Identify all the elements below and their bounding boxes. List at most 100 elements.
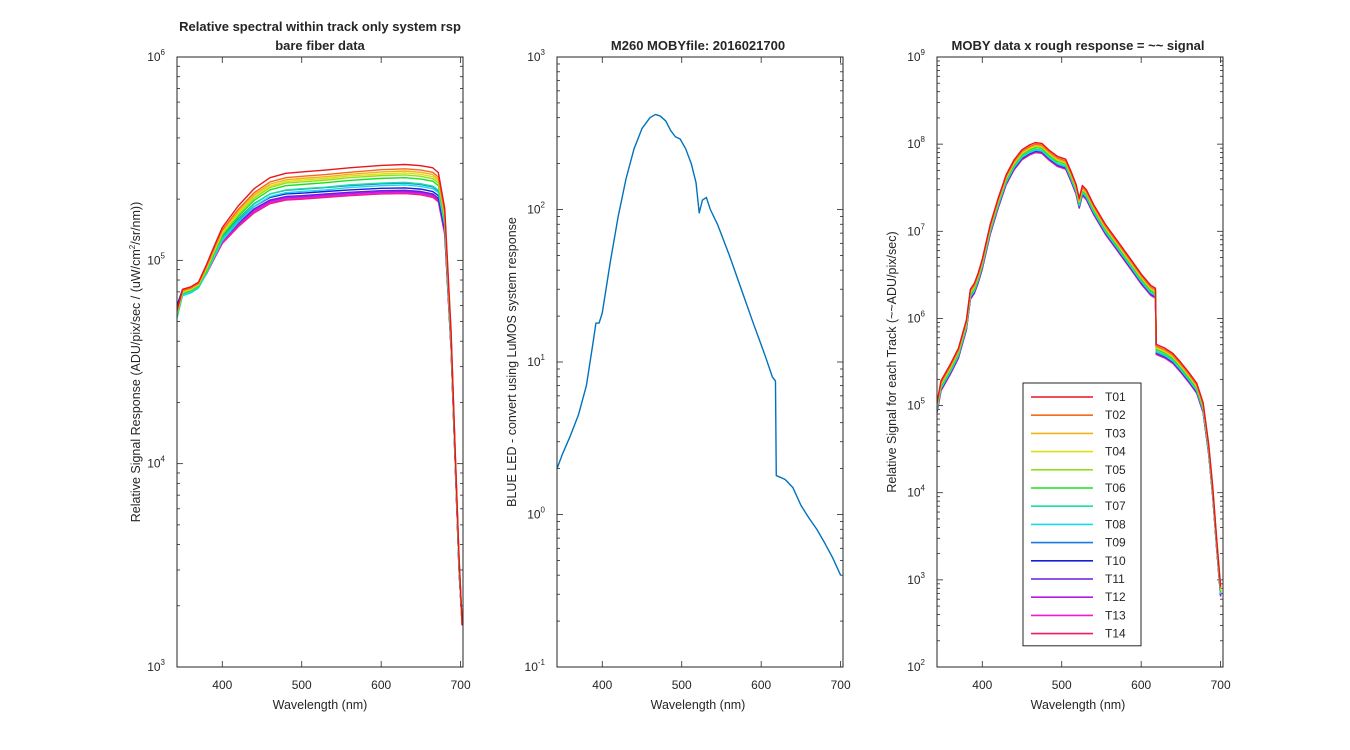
y-axis-label-1-part2: /sr/nm)) — [129, 202, 143, 245]
y-tick-label-exponent: 8 — [921, 135, 926, 144]
y-tick-label-base: 10 — [527, 355, 541, 369]
legend-label-t12: T12 — [1105, 590, 1126, 604]
legend-label-t02: T02 — [1105, 408, 1126, 422]
y-tick-label-exponent: 1 — [541, 353, 546, 362]
panel-moby-file: M260 MOBYfile: 2016021700 10-11001011021… — [505, 38, 851, 712]
y-tick-label-exponent: 3 — [161, 658, 166, 667]
y-axis-label-1: Relative Signal Response (ADU/pix/sec / … — [128, 202, 143, 523]
x-tick-label: 500 — [672, 678, 692, 692]
legend-label-t03: T03 — [1105, 426, 1126, 440]
legend-label-t08: T08 — [1105, 517, 1126, 531]
y-axis-label-3: Relative Signal for each Track (~~ADU/pi… — [885, 231, 899, 492]
y-tick-label-base: 10 — [907, 573, 921, 587]
y-tick-label: 101 — [527, 353, 545, 369]
y-tick-label: 105 — [147, 251, 165, 267]
y-tick-label: 105 — [907, 397, 925, 413]
legend-label-t05: T05 — [1105, 463, 1126, 477]
chart-title-3: MOBY data x rough response = ~~ signal — [952, 38, 1205, 53]
y-tick-label-base: 10 — [147, 660, 161, 674]
series-line-t01 — [937, 141, 1222, 587]
panel-relative-spectral: Relative spectral within track only syst… — [128, 19, 471, 712]
y-tick-label-exponent: 5 — [921, 397, 926, 406]
x-axis-label-3: Wavelength (nm) — [1031, 698, 1126, 712]
y-tick-label-base: 10 — [527, 203, 541, 217]
legend-box — [1022, 382, 1142, 647]
axes-frame — [556, 56, 844, 668]
legend-label-t01: T01 — [1105, 390, 1126, 404]
x-tick-label: 600 — [371, 678, 391, 692]
legend-label-t11: T11 — [1105, 572, 1125, 586]
y-tick-label-exponent: 5 — [161, 251, 166, 260]
x-tick-label: 400 — [592, 678, 612, 692]
chart-title-1-line2: bare fiber data — [275, 38, 365, 53]
y-tick-label-base: 10 — [907, 486, 921, 500]
y-tick-label: 106 — [907, 309, 925, 325]
y-tick-label-exponent: 3 — [921, 571, 926, 580]
y-tick-label-exponent: 3 — [541, 48, 546, 57]
y-tick-label-base: 10 — [907, 660, 921, 674]
y-axis-label-1-sup: 2 — [128, 244, 137, 249]
x-tick-label: 500 — [1052, 678, 1072, 692]
y-tick-label-exponent: 4 — [921, 484, 926, 493]
y-tick-label: 102 — [527, 201, 545, 217]
chart-title-1-line1: Relative spectral within track only syst… — [179, 19, 461, 34]
y-tick-label-exponent: 6 — [161, 48, 166, 57]
y-tick-label-exponent: 4 — [161, 455, 166, 464]
y-axis-label-1-part1: Relative Signal Response (ADU/pix/sec / … — [129, 249, 143, 522]
y-tick-label: 106 — [147, 48, 165, 64]
axes-frame — [176, 56, 464, 668]
y-tick-label: 103 — [147, 658, 165, 674]
y-tick-label-exponent: 0 — [541, 506, 546, 515]
axes-frame — [936, 56, 1224, 668]
legend-label-t06: T06 — [1105, 481, 1126, 495]
legend-label-t14: T14 — [1105, 627, 1126, 641]
x-tick-label: 600 — [751, 678, 771, 692]
y-tick-label-exponent: 7 — [921, 222, 926, 231]
y-tick-label-exponent: 2 — [541, 201, 546, 210]
y-tick-label: 100 — [527, 506, 545, 522]
legend: T01 T02 T03 T04 T05 T06 T07 T08 T09 T10 T11 T12 T13 T… — [1022, 382, 1142, 647]
y-tick-label-base: 10 — [527, 508, 541, 522]
y-tick-label: 107 — [907, 222, 925, 238]
x-axis-label-1: Wavelength (nm) — [273, 698, 368, 712]
y-tick-label-base: 10 — [907, 224, 921, 238]
series-line — [557, 113, 842, 576]
y-tick-label-exponent: -1 — [538, 658, 546, 667]
y-tick-label: 108 — [907, 135, 925, 151]
y-tick-label: 102 — [907, 658, 925, 674]
x-tick-label: 600 — [1131, 678, 1151, 692]
y-tick-label-base: 10 — [907, 399, 921, 413]
y-tick-label-exponent: 2 — [921, 658, 926, 667]
y-tick-label: 104 — [147, 455, 165, 471]
y-tick-label: 104 — [907, 484, 925, 500]
x-tick-label: 400 — [212, 678, 232, 692]
y-tick-label: 10-1 — [525, 658, 546, 674]
y-tick-label-exponent: 6 — [921, 309, 926, 318]
plot-background — [177, 57, 463, 667]
y-tick-label: 103 — [907, 571, 925, 587]
y-tick-label-exponent: 9 — [921, 48, 926, 57]
legend-label-t09: T09 — [1105, 536, 1126, 550]
x-tick-label: 700 — [831, 678, 851, 692]
chart-title-2: M260 MOBYfile: 2016021700 — [611, 38, 785, 53]
y-tick-label: 103 — [527, 48, 545, 64]
y-tick-label-base: 10 — [527, 50, 541, 64]
x-tick-label: 400 — [972, 678, 992, 692]
series-line — [177, 163, 463, 626]
y-tick-label-base: 10 — [907, 137, 921, 151]
legend-label-t07: T07 — [1105, 499, 1126, 513]
legend-label-t13: T13 — [1105, 608, 1126, 622]
y-tick-label-base: 10 — [147, 253, 161, 267]
y-tick-label: 109 — [907, 48, 925, 64]
plot-background — [557, 57, 843, 667]
legend-label-t10: T10 — [1105, 554, 1126, 568]
x-tick-label: 700 — [1211, 678, 1231, 692]
y-tick-label-base: 10 — [907, 50, 921, 64]
x-tick-label: 500 — [292, 678, 312, 692]
y-tick-label-base: 10 — [147, 457, 161, 471]
y-tick-label-base: 10 — [147, 50, 161, 64]
y-axis-label-2: BLUE LED - convert using LuMOS system re… — [505, 217, 519, 507]
